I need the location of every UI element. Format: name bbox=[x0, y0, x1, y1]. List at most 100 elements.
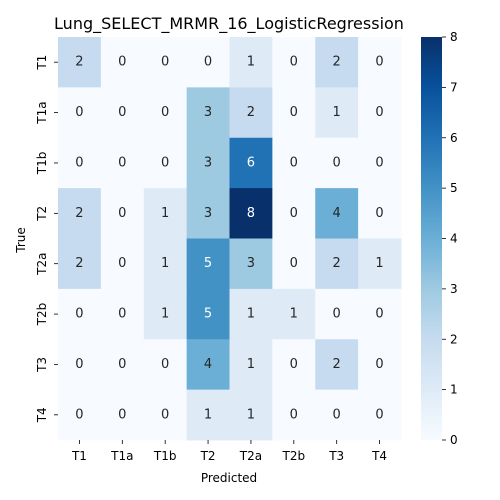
heatmap-cell bbox=[272, 188, 316, 239]
y-tick-label: T2a bbox=[35, 253, 49, 276]
heatmap-cell bbox=[143, 389, 188, 441]
cell-value-label: 0 bbox=[118, 105, 126, 120]
heatmap-cell bbox=[100, 137, 145, 189]
cell-value-label: 1 bbox=[161, 256, 169, 271]
heatmap-cell bbox=[186, 87, 230, 139]
heatmap-cell bbox=[358, 188, 402, 239]
cell-value-label: 1 bbox=[247, 307, 255, 322]
heatmap-cell bbox=[100, 238, 145, 290]
heatmap-cell bbox=[358, 87, 402, 139]
colorbar-tick-label: 4 bbox=[450, 232, 458, 246]
heatmap-cell bbox=[358, 339, 402, 391]
x-tick-label: T1 bbox=[71, 449, 87, 463]
heatmap-cell bbox=[58, 87, 102, 139]
cell-value-label: 3 bbox=[204, 206, 212, 221]
heatmap-cell bbox=[229, 339, 273, 391]
colorbar-tick-label: 2 bbox=[450, 332, 458, 346]
cell-value-label: 0 bbox=[118, 256, 126, 271]
cell-value-label: 0 bbox=[161, 407, 169, 422]
cell-value-label: 1 bbox=[290, 307, 298, 322]
cell-value-label: 0 bbox=[290, 357, 298, 372]
cell-value-label: 0 bbox=[290, 206, 298, 221]
heatmap-cell bbox=[58, 288, 102, 340]
cell-value-label: 5 bbox=[204, 307, 212, 322]
cell-value-label: 0 bbox=[375, 155, 383, 170]
x-tick-label: T1a bbox=[110, 449, 133, 463]
cell-value-label: 0 bbox=[118, 307, 126, 322]
cell-value-label: 2 bbox=[75, 55, 83, 70]
heatmap-cell bbox=[143, 238, 188, 290]
cell-value-label: 2 bbox=[75, 206, 83, 221]
heatmap-cell bbox=[100, 339, 145, 391]
heatmap-cell bbox=[186, 339, 230, 391]
cell-value-label: 5 bbox=[204, 256, 212, 271]
cell-value-label: 0 bbox=[290, 256, 298, 271]
heatmap-cell bbox=[100, 87, 145, 139]
cell-value-label: 0 bbox=[375, 307, 383, 322]
heatmap-cell bbox=[143, 288, 188, 340]
heatmap-cell bbox=[186, 137, 230, 189]
heatmap-cell bbox=[143, 339, 188, 391]
heatmap-cell bbox=[315, 37, 359, 88]
heatmap-cell bbox=[358, 389, 402, 441]
heatmap-cell bbox=[229, 288, 273, 340]
heatmap-cell bbox=[143, 37, 188, 88]
y-tick-label: T1 bbox=[35, 55, 49, 71]
cell-value-label: 0 bbox=[204, 55, 212, 70]
cell-value-label: 8 bbox=[247, 206, 255, 221]
heatmap-cell bbox=[272, 389, 316, 441]
cell-value-label: 4 bbox=[333, 206, 341, 221]
x-tick-label: T2b bbox=[282, 449, 306, 463]
cell-value-label: 3 bbox=[204, 155, 212, 170]
heatmap-cell bbox=[358, 288, 402, 340]
heatmap-cell bbox=[229, 389, 273, 441]
heatmap-cell bbox=[186, 238, 230, 290]
colorbar-tick-label: 0 bbox=[450, 433, 458, 447]
heatmap-cell bbox=[58, 137, 102, 189]
cell-value-label: 4 bbox=[204, 357, 212, 372]
heatmap-cell bbox=[58, 389, 102, 441]
cell-value-label: 0 bbox=[375, 407, 383, 422]
heatmap-cell bbox=[100, 288, 145, 340]
heatmap-cell bbox=[315, 137, 359, 189]
cell-value-label: 0 bbox=[118, 357, 126, 372]
cell-value-label: 0 bbox=[290, 407, 298, 422]
heatmap-cell bbox=[229, 188, 273, 239]
heatmap-cell bbox=[272, 37, 316, 88]
colorbar-tick-label: 3 bbox=[450, 282, 458, 296]
cell-value-label: 2 bbox=[333, 55, 341, 70]
heatmap-cell bbox=[229, 238, 273, 290]
chart-title: Lung_SELECT_MRMR_16_LogisticRegression bbox=[54, 14, 404, 34]
x-tick-label: T4 bbox=[371, 449, 387, 463]
colorbar-tick-label: 8 bbox=[450, 30, 458, 44]
heatmap-cell bbox=[100, 389, 145, 441]
heatmap-cell bbox=[315, 389, 359, 441]
cell-value-label: 0 bbox=[75, 307, 83, 322]
cell-value-label: 0 bbox=[161, 155, 169, 170]
cell-value-label: 0 bbox=[161, 105, 169, 120]
cell-value-label: 1 bbox=[247, 357, 255, 372]
cell-value-label: 0 bbox=[375, 55, 383, 70]
heatmap-cell bbox=[229, 87, 273, 139]
colorbar-tick-label: 6 bbox=[450, 131, 458, 145]
heatmap-cell bbox=[143, 137, 188, 189]
x-tick-label: T2a bbox=[239, 449, 262, 463]
cell-value-label: 1 bbox=[161, 307, 169, 322]
cell-value-label: 1 bbox=[161, 206, 169, 221]
y-axis-label: True bbox=[14, 227, 28, 254]
heatmap-cell bbox=[358, 137, 402, 189]
heatmap-cell bbox=[58, 339, 102, 391]
y-tick-label: T3 bbox=[35, 357, 49, 373]
y-tick-label: T2b bbox=[35, 303, 49, 327]
heatmap-cell bbox=[358, 238, 402, 290]
y-tick-label: T1b bbox=[35, 152, 49, 176]
cell-value-label: 0 bbox=[161, 55, 169, 70]
x-axis-ticks: T1 T1a T1b T2 T2a T2b T3 T4 bbox=[71, 440, 387, 463]
cell-value-label: 6 bbox=[247, 155, 255, 170]
x-tick-label: T1b bbox=[153, 449, 177, 463]
heatmap-cell bbox=[315, 288, 359, 340]
heatmap-cell bbox=[58, 238, 102, 290]
cell-value-label: 2 bbox=[247, 105, 255, 120]
cell-value-label: 0 bbox=[333, 407, 341, 422]
